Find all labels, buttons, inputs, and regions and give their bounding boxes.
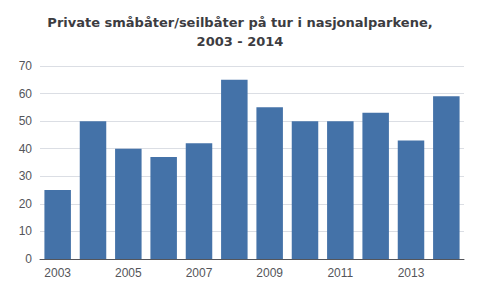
svg-text:70: 70 bbox=[19, 59, 33, 73]
svg-text:2003 - 2014: 2003 - 2014 bbox=[197, 34, 284, 49]
svg-text:50: 50 bbox=[19, 114, 33, 128]
svg-text:10: 10 bbox=[19, 224, 33, 238]
svg-text:2011: 2011 bbox=[327, 266, 353, 280]
svg-text:2007: 2007 bbox=[186, 266, 213, 280]
svg-text:30: 30 bbox=[19, 169, 33, 183]
svg-text:2003: 2003 bbox=[44, 266, 71, 280]
svg-text:Private småbåter/seilbåter på: Private småbåter/seilbåter på tur i nasj… bbox=[47, 15, 432, 30]
svg-text:2013: 2013 bbox=[398, 266, 425, 280]
svg-text:40: 40 bbox=[19, 142, 33, 156]
svg-text:60: 60 bbox=[19, 87, 33, 101]
svg-text:0: 0 bbox=[25, 252, 32, 266]
svg-text:2005: 2005 bbox=[115, 266, 142, 280]
svg-text:20: 20 bbox=[19, 197, 33, 211]
svg-text:2009: 2009 bbox=[256, 266, 283, 280]
